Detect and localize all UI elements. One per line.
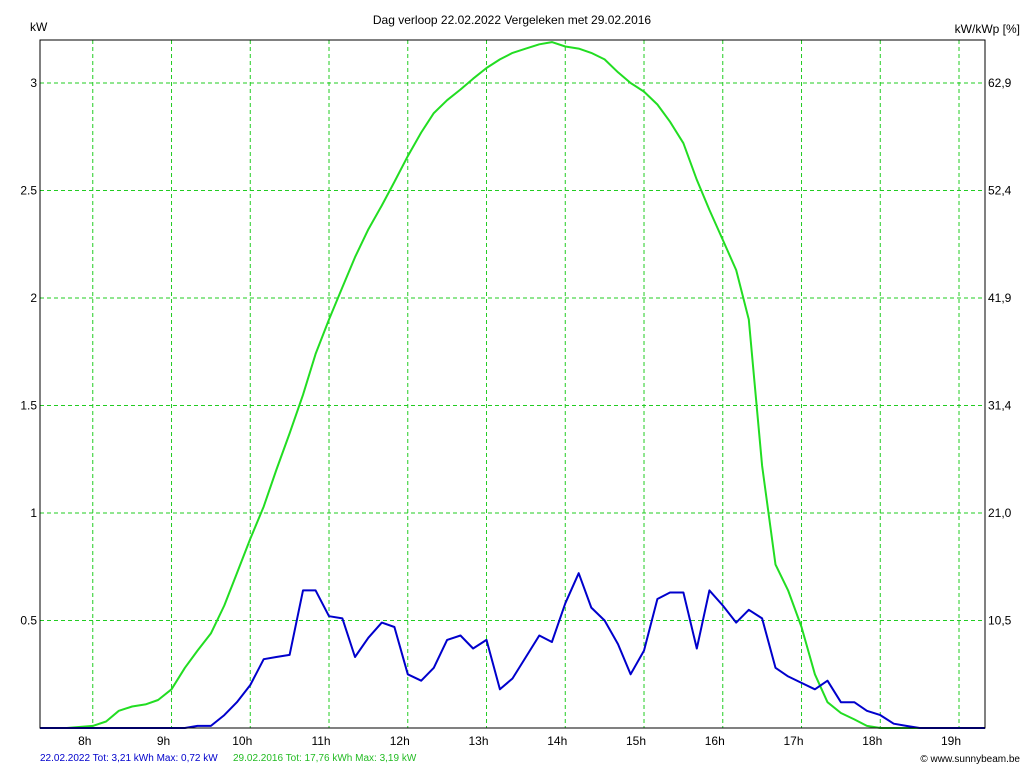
series-line-22.02.2022 — [40, 572, 985, 729]
copyright-label: © www.sunnybeam.be — [920, 754, 1020, 765]
plot-frame — [39, 39, 986, 729]
x-tick-label: 11h — [311, 734, 330, 748]
x-tick-label: 15h — [626, 734, 646, 748]
series-line-29.02.2016 — [40, 41, 985, 729]
y-left-tick-label: 0.5 — [20, 614, 37, 628]
y-left-tick-label: 2 — [30, 291, 37, 305]
y-right-tick-label: 62,9 — [988, 76, 1012, 90]
x-tick-label: 8h — [78, 734, 91, 748]
x-tick-label: 9h — [157, 734, 170, 748]
x-tick-label: 17h — [783, 734, 803, 748]
footer-green-label: 29.02.2016 Tot: 17,76 kWh Max: 3,19 kW — [233, 753, 417, 764]
x-tick-label: 13h — [468, 734, 488, 748]
x-tick-label: 18h — [862, 734, 882, 748]
x-tick-label: 16h — [705, 734, 725, 748]
y-left-tick-label: 1.5 — [20, 399, 37, 413]
y-left-tick-label: 1 — [30, 506, 37, 520]
y-right-tick-label: 10,5 — [988, 614, 1012, 628]
ticks: 8h 9h 10h 11h 12h 13h 14h 15h 16h 17h 18h 19h 0.5 10,… — [20, 76, 1011, 748]
y-right-tick-label: 52,4 — [988, 184, 1012, 198]
y-right-axis-label: kW/kWp [%] — [955, 22, 1020, 36]
y-right-tick-label: 21,0 — [988, 506, 1012, 520]
x-tick-label: 12h — [390, 734, 410, 748]
y-right-tick-label: 41,9 — [988, 291, 1012, 305]
y-right-tick-label: 31,4 — [988, 399, 1012, 413]
grid — [40, 40, 985, 728]
x-tick-label: 14h — [547, 734, 567, 748]
y-left-tick-label: 3 — [30, 76, 37, 90]
y-left-axis-label: kW — [30, 20, 48, 34]
series-layer — [40, 41, 985, 729]
x-tick-label: 10h — [232, 734, 252, 748]
chart-title: Dag verloop 22.02.2022 Vergeleken met 29… — [373, 13, 652, 27]
y-left-tick-label: 2.5 — [20, 184, 37, 198]
footer-blue-label: 22.02.2022 Tot: 3,21 kWh Max: 0,72 kW — [40, 753, 218, 764]
x-tick-label: 19h — [941, 734, 961, 748]
